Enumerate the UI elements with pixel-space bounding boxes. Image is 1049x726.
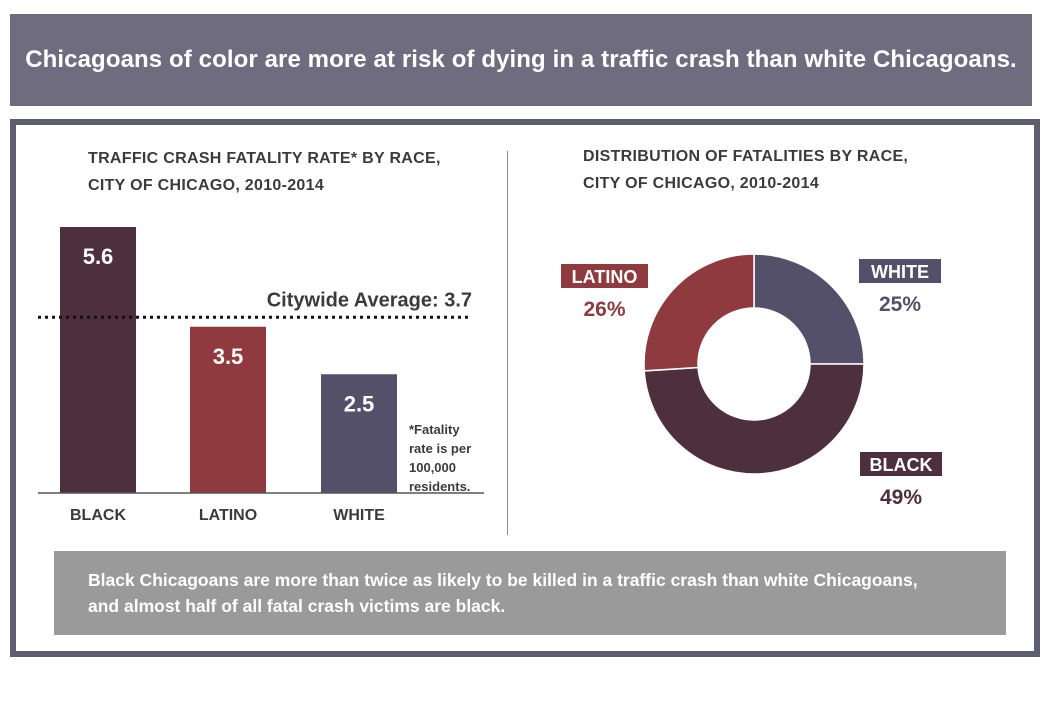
donut-slice-latino — [643, 253, 755, 372]
infographic-frame: TRAFFIC CRASH FATALITY RATE* BY RACE, CI… — [10, 119, 1040, 657]
summary-text: Black Chicagoans are more than twice as … — [88, 567, 918, 619]
bar-white — [321, 374, 397, 493]
slice-label-box — [859, 259, 941, 283]
slice-label: BLACK — [870, 455, 933, 475]
donut-chart: WHITE 25% BLACK 49% LATINO 26% — [561, 253, 942, 509]
header-banner: Chicagoans of color are more at risk of … — [10, 14, 1032, 106]
footnote-line: *Fatality — [409, 422, 460, 437]
donut-slice-black — [643, 363, 865, 475]
category-label: LATINO — [199, 507, 257, 524]
footnote-line: 100,000 — [409, 460, 456, 475]
category-label: WHITE — [333, 507, 385, 524]
slice-label: WHITE — [871, 262, 929, 282]
slice-percent-label: 49% — [880, 486, 922, 509]
slice-percent-label: 25% — [879, 293, 921, 316]
summary-line-2: and almost half of all fatal crash victi… — [88, 596, 506, 616]
bar-latino — [190, 326, 266, 493]
summary-line-1: Black Chicagoans are more than twice as … — [88, 570, 918, 590]
bar-black — [60, 227, 136, 493]
footnote-line: rate is per — [409, 441, 471, 456]
bar-value-label: 5.6 — [83, 244, 114, 269]
slice-percent-label: 26% — [583, 298, 625, 321]
slice-label: LATINO — [572, 267, 638, 287]
bar-chart: 5.6 BLACK 3.5 LATINO 2.5 WHITE Citywide Averag… — [38, 227, 484, 524]
bar-value-label: 3.5 — [213, 344, 244, 369]
page-title: Chicagoans of color are more at risk of … — [25, 46, 1017, 73]
slice-label-box — [561, 264, 648, 288]
bar-value-label: 2.5 — [344, 391, 375, 416]
donut-chart-title-line-2: CITY OF CHICAGO, 2010-2014 — [583, 175, 820, 192]
donut-chart-title-line-1: DISTRIBUTION OF FATALITIES BY RACE, — [583, 148, 909, 165]
donut-slice-white — [753, 253, 865, 365]
bar-chart-title-line-1: TRAFFIC CRASH FATALITY RATE* BY RACE, — [88, 150, 441, 167]
bar-chart-title-line-2: CITY OF CHICAGO, 2010-2014 — [88, 177, 325, 194]
summary-banner: Black Chicagoans are more than twice as … — [54, 551, 1006, 635]
donut-chart-title: DISTRIBUTION OF FATALITIES BY RACE, CITY… — [583, 143, 908, 197]
slice-label-box — [860, 452, 942, 476]
citywide-average-label: Citywide Average: 3.7 — [267, 289, 472, 311]
category-label: BLACK — [70, 507, 126, 524]
footnote-line: residents. — [409, 479, 470, 494]
panel-divider — [507, 151, 508, 535]
bar-chart-title: TRAFFIC CRASH FATALITY RATE* BY RACE, CI… — [88, 145, 441, 199]
